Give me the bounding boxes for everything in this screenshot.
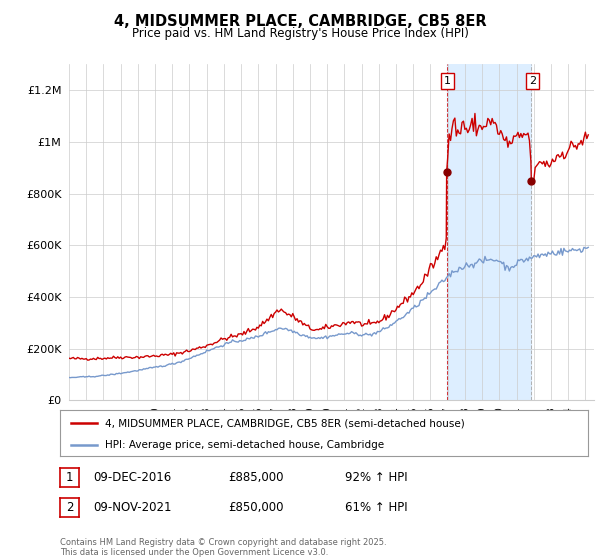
- Text: £885,000: £885,000: [228, 470, 284, 484]
- Text: HPI: Average price, semi-detached house, Cambridge: HPI: Average price, semi-detached house,…: [105, 440, 384, 450]
- Text: Price paid vs. HM Land Registry's House Price Index (HPI): Price paid vs. HM Land Registry's House …: [131, 27, 469, 40]
- Text: £850,000: £850,000: [228, 501, 284, 515]
- Text: Contains HM Land Registry data © Crown copyright and database right 2025.
This d: Contains HM Land Registry data © Crown c…: [60, 538, 386, 557]
- Text: 61% ↑ HPI: 61% ↑ HPI: [345, 501, 407, 515]
- Text: 09-DEC-2016: 09-DEC-2016: [93, 470, 171, 484]
- Text: 92% ↑ HPI: 92% ↑ HPI: [345, 470, 407, 484]
- Text: 09-NOV-2021: 09-NOV-2021: [93, 501, 172, 515]
- Text: 4, MIDSUMMER PLACE, CAMBRIDGE, CB5 8ER: 4, MIDSUMMER PLACE, CAMBRIDGE, CB5 8ER: [113, 14, 487, 29]
- Text: 4, MIDSUMMER PLACE, CAMBRIDGE, CB5 8ER (semi-detached house): 4, MIDSUMMER PLACE, CAMBRIDGE, CB5 8ER (…: [105, 418, 464, 428]
- Text: 1: 1: [66, 470, 73, 484]
- Bar: [446, 64, 532, 400]
- Text: 1: 1: [444, 76, 451, 86]
- Text: 2: 2: [529, 76, 536, 86]
- Text: 2: 2: [66, 501, 73, 515]
